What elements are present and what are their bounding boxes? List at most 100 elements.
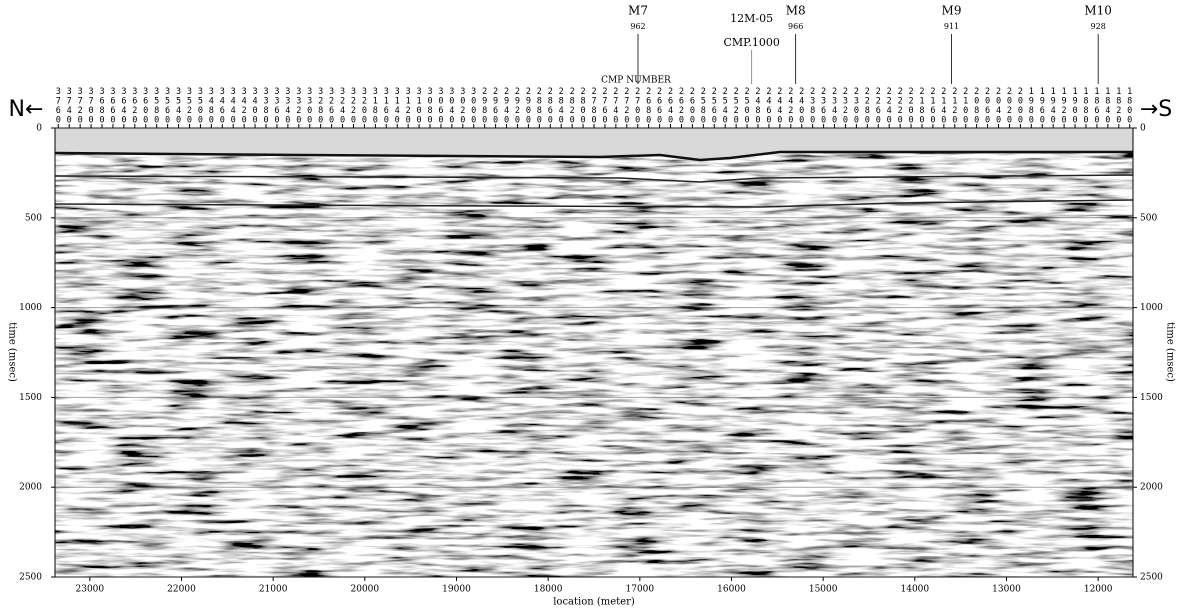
marker-name: 12M-05 — [730, 12, 773, 25]
seafloor-reflector — [54, 150, 1133, 162]
cmp-tick-label: 1960 — [1037, 87, 1048, 125]
direction-label: →S — [1140, 97, 1172, 122]
cmp-tick-label: 2200 — [906, 87, 917, 125]
y-tick-label: 1000 — [19, 303, 42, 313]
cmp-tick-label: 2680 — [643, 87, 654, 125]
marker-sub: 928 — [1091, 22, 1106, 31]
cmp-tick-label: 2880 — [534, 87, 545, 125]
cmp-tick-label: 2660 — [654, 87, 665, 125]
cmp-tick-label: 3640 — [118, 87, 129, 125]
cmp-tick-label: 2100 — [960, 87, 971, 125]
x-tick-label: 22000 — [167, 585, 196, 595]
cmp-tick-label: 3080 — [425, 87, 435, 125]
cmp-tick-label: 2220 — [895, 87, 906, 125]
direction-label: N← — [9, 97, 44, 122]
cmp-tick-label: 3520 — [184, 87, 195, 125]
cmp-tick-label: 2820 — [567, 87, 578, 125]
cmp-tick-label: 2260 — [873, 87, 884, 125]
y-tick-label: 2500 — [19, 573, 42, 583]
cmp-tick-label: 2400 — [796, 87, 807, 125]
cmp-tick-label: 3620 — [129, 87, 140, 125]
cmp-tick-label: 3280 — [315, 87, 326, 125]
cmp-tick-label: 2760 — [599, 87, 610, 125]
cmp-tick-label: 3440 — [228, 87, 239, 125]
cmp-tick-label: 1840 — [1102, 87, 1113, 125]
marker-name: M7 — [628, 4, 648, 18]
y-tick-label: 2500 — [1140, 573, 1163, 583]
cmp-tick-label: 2840 — [556, 87, 567, 125]
cmp-tick-label: 2000 — [1015, 87, 1026, 125]
cmp-tick-label: 3260 — [326, 87, 337, 125]
cmp-tick-label: 2440 — [774, 87, 785, 125]
cmp-tick-label: 2380 — [807, 87, 818, 125]
cmp-tick-label: 3040 — [446, 87, 457, 125]
cmp-tick-label: 2180 — [916, 87, 927, 125]
cmp-tick-label: 3560 — [162, 87, 173, 125]
x-tick-label: 18000 — [534, 585, 563, 595]
cmp-tick-label: 2500 — [742, 87, 753, 125]
marker-sub: 962 — [630, 22, 645, 31]
cmp-tick-label: 2060 — [982, 87, 993, 125]
x-tick-label: 15000 — [809, 585, 838, 595]
cmp-tick-label: 3000 — [468, 87, 479, 125]
cmp-tick-label: 2920 — [512, 87, 523, 125]
cmp-tick-label: 1800 — [1124, 87, 1135, 125]
y-tick-label: 1500 — [1140, 393, 1163, 403]
cmp-tick-label: 2140 — [938, 87, 949, 125]
x-axis-label: location (meter) — [553, 597, 635, 608]
cmp-tick-label: 2620 — [676, 87, 687, 125]
x-tick-label: 20000 — [351, 585, 380, 595]
cmp-tick-label: 2780 — [589, 87, 599, 125]
cmp-tick-label: 2540 — [720, 87, 731, 125]
cmp-tick-label: 2340 — [829, 87, 840, 125]
x-tick-label: 19000 — [442, 585, 471, 595]
cmp-tick-label: 2360 — [818, 87, 829, 125]
cmp-tick-label: 3140 — [392, 87, 403, 125]
marker-sub: 966 — [788, 22, 803, 31]
cmp-tick-label: 3160 — [381, 87, 392, 125]
cmp-tick-label: 2800 — [578, 87, 589, 125]
y-axis-label: time (msec) — [1165, 322, 1176, 382]
cmp-tick-label: 2300 — [851, 87, 862, 125]
cmp-tick-label: 2080 — [971, 87, 982, 125]
cmp-tick-label: 3660 — [107, 87, 118, 125]
cmp-tick-label: 2960 — [490, 87, 501, 125]
cmp-tick-label: 2940 — [501, 87, 512, 125]
cmp-tick-label: 3120 — [403, 87, 414, 125]
seismic-image — [55, 128, 1133, 577]
cmp-tick-label: 2160 — [927, 87, 938, 125]
cmp-tick-label: 1820 — [1113, 87, 1124, 125]
cmp-tick-label: 3480 — [206, 87, 217, 125]
y-tick-label: 1000 — [1140, 303, 1163, 313]
y-tick-label: 0 — [1140, 124, 1146, 134]
cmp-tick-label: 3700 — [86, 87, 97, 125]
cmp-tick-label: 3100 — [414, 87, 425, 125]
y-tick-label: 500 — [25, 213, 42, 223]
cmp-tick-label: 3360 — [271, 87, 282, 125]
marker-sub: CMP.1000 — [723, 36, 779, 49]
cmp-tick-label: 1980 — [1026, 87, 1037, 125]
cmp-tick-label: 3400 — [250, 87, 261, 125]
cmp-tick-label: 3680 — [97, 87, 107, 125]
marker-name: M8 — [786, 4, 806, 18]
x-tick-label: 21000 — [259, 585, 288, 595]
y-axis-label: time (msec) — [7, 322, 18, 382]
cmp-tick-label: 3200 — [359, 87, 370, 125]
cmp-tick-label: 2600 — [687, 87, 698, 125]
cmp-tick-label: 2740 — [610, 87, 621, 125]
cmp-axis-label: CMP NUMBER — [601, 76, 671, 86]
cmp-tick-label: 1920 — [1059, 87, 1070, 125]
cmp-tick-label: 2420 — [785, 87, 796, 125]
cmp-tick-label: 3460 — [217, 87, 228, 125]
reflector — [54, 174, 1134, 183]
cmp-tick-label: 3220 — [348, 87, 359, 125]
cmp-tick-label: 3600 — [140, 87, 151, 125]
marker-sub: 911 — [944, 22, 959, 31]
x-tick-label: 14000 — [901, 585, 930, 595]
cmp-tick-label: 3060 — [435, 87, 446, 125]
cmp-tick-label: 3180 — [370, 87, 381, 125]
cmp-tick-label: 2980 — [479, 87, 490, 125]
cmp-tick-label: 2720 — [621, 87, 632, 125]
cmp-tick-label: 3760 — [53, 87, 64, 125]
